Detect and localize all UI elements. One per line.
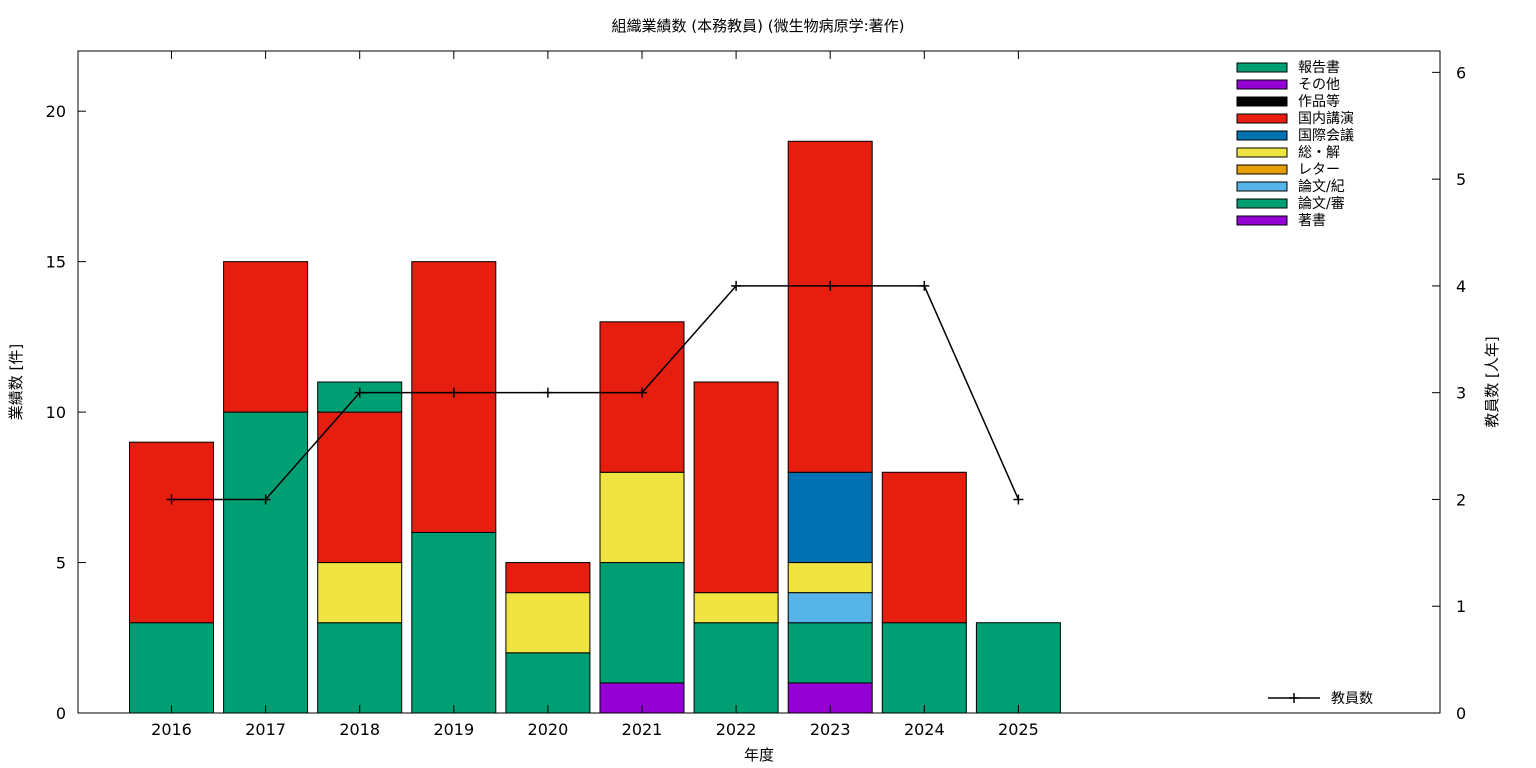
legend-label: 総・解: [1298, 145, 1340, 161]
line-point-marker: [260, 494, 271, 505]
bar-segment: [505, 562, 591, 594]
y2-axis-label: 教員数 [人年]: [1483, 336, 1501, 427]
bar-segment: [317, 622, 403, 714]
legend-label: 論文/審: [1298, 196, 1345, 212]
legend-label: 論文/紀: [1298, 179, 1345, 195]
legend-label: 作品等: [1298, 93, 1340, 110]
bar-segment: [787, 592, 873, 624]
axes-layer: 0 5 10 15 20 0 1 2 3 4 5 6 2016 2017 2018 2019 2020 2021 2…: [46, 51, 1466, 739]
x-tick-label: 2023: [810, 720, 851, 739]
bar-segment: [787, 140, 873, 473]
y-tick-label: 10: [46, 403, 66, 422]
legend-swatch: [1236, 181, 1288, 192]
y-axis-label: 業績数 [件]: [7, 344, 25, 420]
y-tick-label: 0: [56, 704, 66, 723]
line-point-marker: [1013, 494, 1024, 505]
bar-segment: [787, 471, 873, 564]
bar-segment: [975, 622, 1061, 714]
x-tick-label: 2018: [339, 720, 380, 739]
bar-segment: [881, 622, 967, 714]
legend-swatch: [1236, 79, 1288, 90]
line-series-path: [171, 285, 1020, 501]
legend-line-marker: [1289, 693, 1299, 703]
bar-segment: [317, 411, 403, 564]
y2-tick-label: 1: [1456, 597, 1466, 616]
y-tick-label: 5: [56, 554, 66, 573]
bar-segment: [881, 471, 967, 624]
line-point-marker: [825, 280, 836, 291]
x-axis-label: 年度: [744, 746, 774, 764]
x-tick-label: 2021: [622, 720, 663, 739]
bar-segment: [599, 562, 685, 684]
bar-segment: [223, 411, 309, 714]
line-point-marker: [637, 387, 647, 398]
plot-frame: [77, 50, 1441, 714]
legend-swatch: [1236, 215, 1288, 226]
x-tick-label: 2024: [904, 720, 945, 739]
legend-swatch: [1236, 164, 1288, 175]
legend-label: 著書: [1298, 213, 1326, 229]
bar-segment: [505, 652, 591, 714]
bar-segment: [317, 562, 403, 624]
bar-segment: [223, 261, 309, 413]
y2-tick-label: 6: [1456, 63, 1466, 82]
bar-segment: [411, 531, 497, 714]
legend-swatch: [1236, 130, 1288, 141]
bar-segment: [693, 381, 779, 594]
legend-swatch: [1236, 198, 1288, 209]
y2-tick-label: 3: [1456, 384, 1466, 403]
y-tick-label: 20: [46, 102, 66, 121]
y2-tick-label: 2: [1456, 490, 1466, 509]
legend-label: 報告書: [1298, 60, 1340, 76]
bars-layer: [129, 140, 1061, 714]
bar-segment: [505, 592, 591, 654]
bar-segment: [693, 592, 779, 624]
legend-swatch: [1236, 147, 1288, 158]
y2-tick-label: 4: [1456, 277, 1466, 296]
line-point-marker: [731, 280, 742, 291]
legend-line-label: 教員数: [1331, 691, 1373, 707]
x-tick-label: 2019: [433, 720, 474, 739]
legend-label: 国際会議: [1298, 127, 1354, 144]
legend-swatch: [1236, 62, 1288, 73]
line-point-marker: [354, 387, 365, 398]
x-tick-label: 2017: [245, 720, 286, 739]
bar-segment: [129, 441, 214, 624]
legend-swatch: [1236, 113, 1288, 124]
bar-segment: [787, 562, 873, 594]
y-tick-label: 15: [46, 253, 66, 272]
legend-label: その他: [1298, 77, 1340, 93]
line-layer: [166, 280, 1024, 505]
legend-label: レター: [1298, 162, 1340, 178]
x-tick-label: 2025: [998, 720, 1039, 739]
line-point-marker: [919, 280, 930, 291]
legend-label: 国内講演: [1298, 111, 1354, 127]
line-point-marker: [542, 387, 553, 398]
x-tick-label: 2016: [151, 720, 192, 739]
bar-segment: [129, 622, 214, 714]
x-tick-label: 2020: [528, 720, 569, 739]
bar-segment: [787, 622, 873, 684]
bar-segment: [599, 471, 685, 564]
bar-segment: [693, 622, 779, 714]
x-tick-label: 2022: [716, 720, 757, 739]
chart-title: 組織業績数 (本務教員) (微生物病原学:著作): [612, 17, 905, 35]
line-point-marker: [448, 387, 459, 398]
y2-tick-label: 0: [1456, 704, 1466, 723]
legend-swatch: [1236, 96, 1288, 107]
line-point-marker: [166, 494, 177, 505]
y2-tick-label: 5: [1456, 170, 1466, 189]
